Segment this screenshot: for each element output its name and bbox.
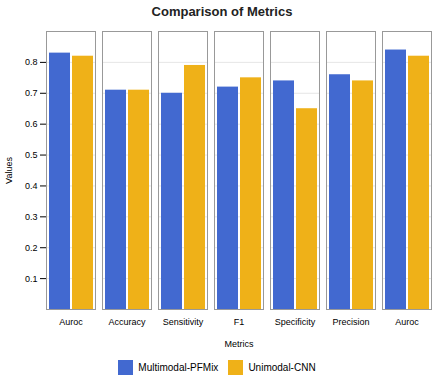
svg-text:Specificity: Specificity bbox=[275, 317, 316, 327]
svg-text:0.1: 0.1 bbox=[25, 273, 38, 283]
svg-text:0.6: 0.6 bbox=[25, 119, 38, 129]
svg-text:0.8: 0.8 bbox=[25, 57, 38, 67]
svg-text:0.4: 0.4 bbox=[25, 181, 38, 191]
svg-text:0.7: 0.7 bbox=[25, 88, 38, 98]
html-text:Unimodal-CNN: Unimodal-CNN bbox=[248, 362, 316, 373]
svg-text:Sensitivity: Sensitivity bbox=[163, 317, 204, 327]
html-text:Comparison of Metrics: Comparison of Metrics bbox=[151, 4, 293, 19]
svg-text:0.5: 0.5 bbox=[25, 150, 38, 160]
html-text:Multimodal-PFMix: Multimodal-PFMix bbox=[138, 362, 219, 373]
svg-text:Metrics: Metrics bbox=[225, 339, 254, 349]
svg-text:Accuracy: Accuracy bbox=[108, 317, 146, 327]
svg-text:0.3: 0.3 bbox=[25, 212, 38, 222]
svg-text:0.2: 0.2 bbox=[25, 243, 38, 253]
svg-text:Auroc: Auroc bbox=[395, 317, 419, 327]
svg-text:Auroc: Auroc bbox=[59, 317, 83, 327]
svg-text:F1: F1 bbox=[234, 317, 245, 327]
svg-text:Values: Values bbox=[4, 157, 14, 184]
svg-text:Precision: Precision bbox=[332, 317, 369, 327]
